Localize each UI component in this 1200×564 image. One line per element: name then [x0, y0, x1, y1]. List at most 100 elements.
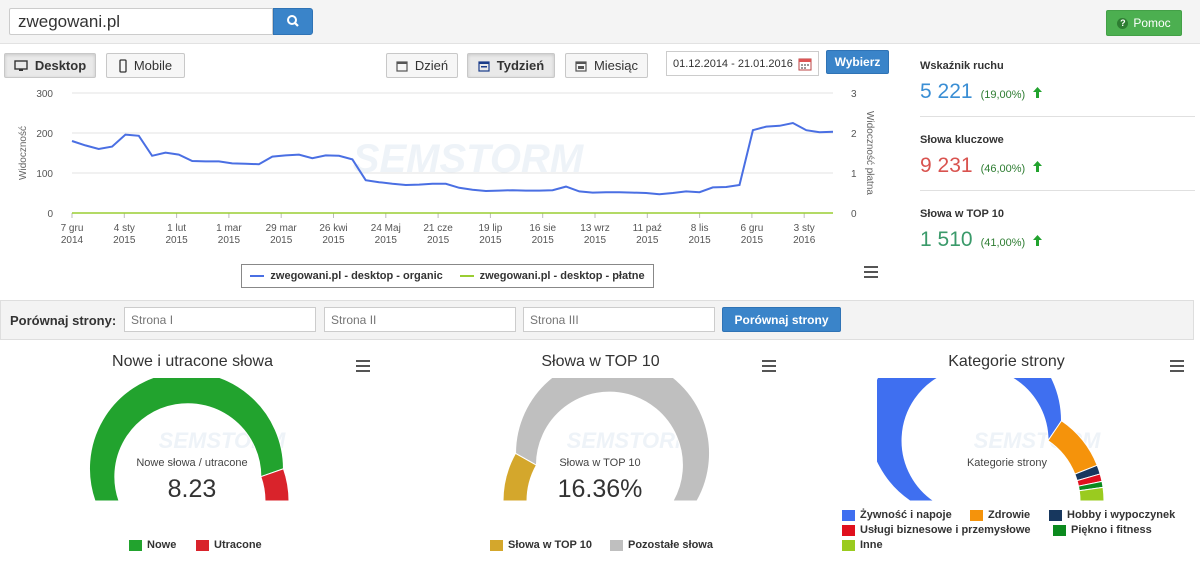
legend-item-new[interactable]: Nowe: [129, 539, 176, 551]
legend-item-other-words[interactable]: Pozostałe słowa: [610, 539, 713, 551]
legend-line-organic: [250, 275, 265, 277]
y-tick-label: 100: [36, 169, 53, 180]
compare-site-2-input[interactable]: [324, 307, 516, 332]
search-button[interactable]: [273, 8, 313, 35]
legend-swatch: [1049, 509, 1062, 521]
legend-label-organic: zwegowani.pl - desktop - organic: [270, 270, 443, 282]
legend-item-paid[interactable]: zwegowani.pl - desktop - płatne: [459, 270, 645, 282]
arrow-up-icon: [1033, 87, 1043, 98]
legend-label-beauty: Piękno i fitness: [1071, 524, 1152, 536]
tab-mobile-label: Mobile: [133, 58, 173, 73]
x-tick-label: 2015: [636, 235, 659, 246]
gauge-categories-title: Kategorie strony: [948, 353, 1065, 370]
legend-label-food: Żywność i napoje: [860, 509, 952, 521]
x-tick-label: 2015: [113, 235, 136, 246]
x-tick-label: 2016: [793, 235, 816, 246]
compare-site-3-input[interactable]: [523, 307, 715, 332]
gauge-segment: [88, 378, 284, 502]
x-tick-label: 3 sty: [794, 223, 815, 234]
legend-item-health[interactable]: Zdrowie: [970, 509, 1030, 521]
tab-month-label: Miesiąc: [593, 58, 639, 73]
gauge-segment: [877, 378, 1063, 502]
help-button[interactable]: ? Pomoc: [1106, 10, 1182, 36]
x-tick-label: 16 sie: [529, 223, 556, 234]
y2-tick-label: 1: [851, 169, 857, 180]
x-tick-label: 7 gru: [61, 223, 84, 234]
x-tick-label: 19 lip: [478, 223, 502, 234]
compare-button[interactable]: Porównaj strony: [722, 307, 841, 332]
x-tick-label: 1 mar: [216, 223, 242, 234]
chart-menu-icon[interactable]: [864, 266, 878, 278]
gauge-new-lost-value: 8.23: [167, 475, 217, 503]
legend-item-hobby[interactable]: Hobby i wypoczynek: [1049, 509, 1175, 521]
gauge-segment: [1078, 486, 1105, 502]
x-tick-label: 2015: [165, 235, 188, 246]
x-tick-label: 2015: [688, 235, 711, 246]
legend-item-beauty[interactable]: Piękno i fitness: [1053, 524, 1152, 536]
stat-top10-label: Słowa w TOP 10: [920, 208, 1004, 220]
legend-label-business: Usługi biznesowe i przemysłowe: [860, 524, 1031, 536]
y2-axis-label: Widoczność płatna: [864, 111, 875, 195]
y-tick-label: 300: [36, 89, 53, 100]
tab-day[interactable]: Dzień: [386, 53, 458, 78]
stat-keywords-label: Słowa kluczowe: [920, 134, 1004, 146]
x-tick-label: 6 gru: [741, 223, 764, 234]
legend-item-organic[interactable]: zwegowani.pl - desktop - organic: [250, 270, 443, 282]
compare-site-1-input[interactable]: [124, 307, 316, 332]
legend-swatch: [970, 509, 983, 521]
stat-divider: [920, 116, 1195, 117]
x-tick-label: 8 lis: [691, 223, 709, 234]
tab-desktop[interactable]: Desktop: [4, 53, 96, 78]
stat-traffic-change: (19,00%): [980, 89, 1026, 101]
x-tick-label: 21 cze: [423, 223, 453, 234]
date-range-input[interactable]: 01.12.2014 - 21.01.2016: [666, 51, 819, 76]
tab-mobile[interactable]: Mobile: [106, 53, 185, 78]
legend-item-other[interactable]: Inne: [842, 539, 883, 551]
gauge-menu-icon[interactable]: [762, 360, 776, 372]
tab-week[interactable]: Tydzień: [467, 53, 555, 78]
gauge-segment: [260, 468, 290, 502]
stat-top10: Słowa w TOP 10 1 510 (41,00%): [920, 208, 1195, 252]
legend-line-paid: [459, 275, 474, 277]
legend-label-top10: Słowa w TOP 10: [508, 539, 592, 551]
visibility-line-chart: SEMSTORM 0 100 200 300 0 1 2 3 Widoczność Widoczno…: [18, 89, 875, 246]
legend-item-top10[interactable]: Słowa w TOP 10: [490, 539, 592, 551]
x-tick-label: 13 wrz: [580, 223, 609, 234]
watermark-text: SEMSTORM: [567, 428, 694, 453]
search-icon: [287, 15, 299, 27]
legend-item-business[interactable]: Usługi biznesowe i przemysłowe: [842, 524, 1031, 536]
x-tick-label: 2015: [584, 235, 607, 246]
gauge-menu-icon[interactable]: [1170, 360, 1184, 372]
gauge-categories-chart: SEMSTORM: [877, 378, 1105, 502]
x-tick-label: 24 Maj: [371, 223, 401, 234]
domain-search-input[interactable]: [9, 8, 273, 35]
x-tick-label: 2015: [479, 235, 502, 246]
legend-label-other-words: Pozostałe słowa: [628, 539, 713, 551]
tab-month[interactable]: Miesiąc: [565, 53, 648, 78]
legend-label-hobby: Hobby i wypoczynek: [1067, 509, 1176, 521]
legend-swatch: [610, 539, 623, 551]
legend-item-food[interactable]: Żywność i napoje: [842, 509, 952, 521]
x-tick-label: 2015: [270, 235, 293, 246]
gauge-top10-subtitle: Słowa w TOP 10: [559, 457, 641, 469]
calendar-picker-icon[interactable]: [798, 57, 812, 71]
legend-swatch: [842, 509, 855, 521]
mobile-phone-icon: [119, 58, 127, 73]
legend-item-lost[interactable]: Utracone: [196, 539, 262, 551]
legend-swatch: [490, 539, 503, 551]
stat-keywords: Słowa kluczowe 9 231 (46,00%): [920, 134, 1195, 178]
help-label: Pomoc: [1133, 16, 1171, 30]
x-tick-label: 2015: [532, 235, 555, 246]
compare-label: Porównaj strony:: [10, 313, 117, 328]
stat-keywords-value: 9 231: [920, 154, 973, 177]
y-axis-label: Widoczność: [18, 126, 29, 180]
calendar-icon: [575, 60, 587, 72]
x-tick-label: 2014: [61, 235, 84, 246]
gauge-menu-icon[interactable]: [356, 360, 370, 372]
apply-date-button[interactable]: Wybierz: [826, 50, 889, 74]
y2-tick-label: 3: [851, 89, 857, 100]
legend-label-new: Nowe: [147, 539, 177, 551]
legend-label-other: Inne: [860, 539, 883, 551]
legend-label-paid: zwegowani.pl - desktop - płatne: [479, 270, 645, 282]
gauge-top10-title: Słowa w TOP 10: [541, 353, 660, 370]
